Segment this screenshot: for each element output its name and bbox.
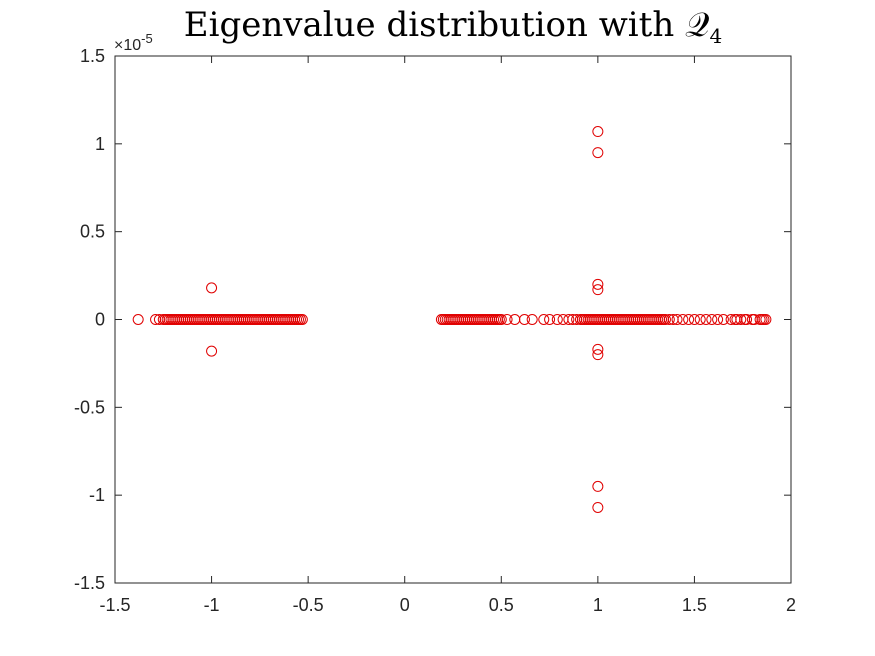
data-point [592,284,604,296]
x-tick-label: -1 [204,595,220,615]
data-point [592,343,604,355]
data-point [735,314,747,325]
data-point [296,314,308,325]
x-tick-label: 1.5 [682,595,707,615]
x-tick-label: 0 [400,595,410,615]
data-point [592,501,604,513]
data-point [544,314,556,325]
data-point [509,314,521,325]
data-point [706,314,718,325]
data-point [592,126,604,138]
data-point [688,314,700,325]
data-point [563,314,575,325]
data-point [663,314,675,325]
data-point [659,314,671,325]
data-point [592,147,604,159]
data-point [551,314,563,325]
data-point [206,282,218,294]
y-axis-ticks: 1.5 1 0.5 0 -0.5 -1 -1.5 [74,46,791,593]
chart-title-subscript: 4 [709,24,722,48]
data-point [592,480,604,492]
data-point [700,314,712,325]
data-points [132,126,772,513]
y-tick-label: -1 [89,485,105,505]
data-point [495,314,507,325]
x-tick-label: 0.5 [489,595,514,615]
y-tick-label: -1.5 [74,573,105,593]
y-axis-exponent-power: -5 [141,31,153,46]
data-point [683,314,695,325]
data-point [677,314,689,325]
y-tick-label: -0.5 [74,397,105,417]
chart-title-main: Eigenvalue distribution with 𝒬 [184,5,710,45]
chart-title: Eigenvalue distribution with 𝒬4 [184,5,722,48]
data-point [132,314,144,325]
y-tick-label: 1.5 [80,46,105,66]
x-axis-ticks: -1.5 -1 -0.5 0 0.5 1 1.5 2 [99,56,796,615]
x-tick-label: -1.5 [99,595,130,615]
data-point [538,314,550,325]
data-point [741,314,753,325]
x-tick-label: 2 [786,595,796,615]
data-point [501,314,513,325]
x-tick-label: 1 [593,595,603,615]
y-tick-label: 1 [95,134,105,154]
y-tick-label: 0.5 [80,222,105,242]
data-point [712,314,724,325]
data-point [206,345,218,357]
x-tick-label: -0.5 [293,595,324,615]
data-point [694,314,706,325]
data-point [518,314,530,325]
y-tick-label: 0 [95,310,105,330]
data-point [717,314,729,325]
data-point [592,349,604,361]
data-point [760,314,772,325]
data-point [671,314,683,325]
y-axis-exponent-base: ×10 [114,37,141,54]
y-axis-exponent: ×10-5 [114,31,153,54]
data-point [592,278,604,290]
data-point [526,314,538,325]
data-point [557,314,569,325]
